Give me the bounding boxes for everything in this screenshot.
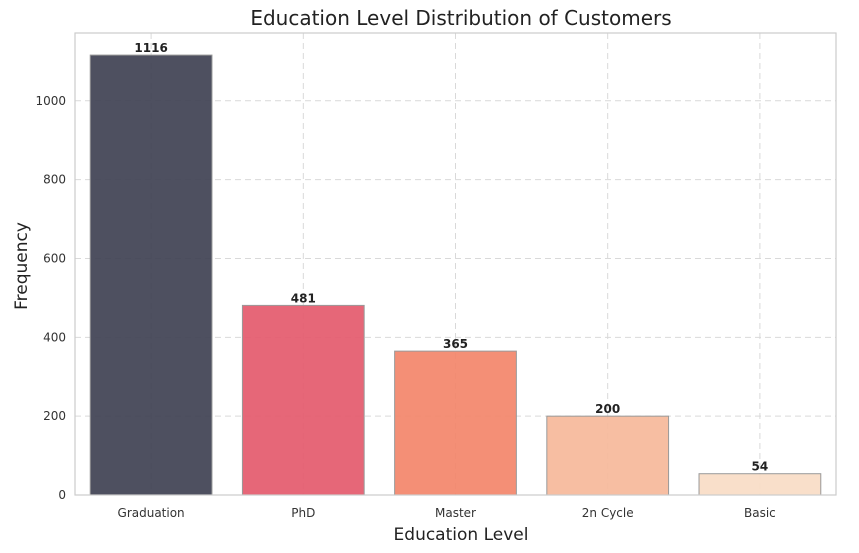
bars [89,54,822,496]
data-label-3: 200 [595,402,620,416]
data-label-0: 1116 [134,41,167,55]
y-tick-label-4: 800 [43,173,66,187]
x-axis-label: Education Level [394,525,529,545]
x-tick-label-2: Master [435,506,476,520]
bar-phd [241,304,365,496]
y-axis-label: Frequency [12,222,32,310]
data-labels: 1116 481 365 200 54 [134,41,768,474]
bar-graduation [89,54,213,496]
y-tick-labels: 0 200 400 600 800 1000 [35,94,66,502]
x-tick-label-3: 2n Cycle [582,506,634,520]
y-tick-label-3: 600 [43,251,66,265]
y-tick-label-0: 0 [58,488,66,502]
plot-frame [74,32,837,496]
bar-2n-cycle [546,415,670,496]
y-tick-label-1: 200 [43,409,66,423]
x-tick-label-0: Graduation [118,506,185,520]
data-label-1: 481 [291,291,316,305]
x-tick-label-1: PhD [291,506,315,520]
x-tick-labels: Graduation PhD Master 2n Cycle Basic [118,506,776,520]
data-label-2: 365 [443,337,468,351]
data-label-4: 54 [752,460,769,474]
x-tick-label-4: Basic [744,506,776,520]
bar-master [394,350,517,496]
chart-title: Education Level Distribution of Customer… [250,6,671,30]
y-tick-label-5: 1000 [35,94,66,108]
y-tick-label-2: 400 [43,330,66,344]
bar-basic [698,473,822,496]
